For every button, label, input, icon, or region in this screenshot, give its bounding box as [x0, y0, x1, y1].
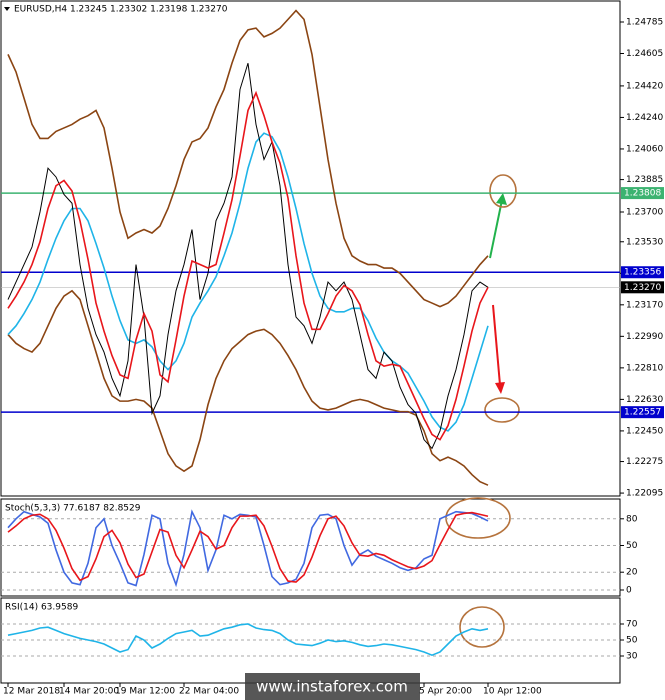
y-tick-label: 1.23885	[626, 175, 663, 185]
level-label-box	[621, 187, 664, 200]
down-arrow	[492, 304, 501, 386]
y-tick-label: 50	[626, 541, 638, 551]
stoch-circle	[445, 497, 511, 539]
target-circle	[484, 397, 520, 423]
last-price-box	[621, 281, 664, 294]
level-label-box	[621, 406, 664, 419]
panel-title: EURUSD,H4 1.23245 1.23302 1.23198 1.2327…	[14, 5, 228, 15]
y-tick-label: 1.23700	[626, 207, 663, 217]
y-tick-label: 30	[626, 652, 638, 662]
y-tick-label: 1.22990	[626, 332, 663, 342]
up-arrowhead	[496, 193, 507, 205]
y-tick-label: 0	[626, 586, 632, 596]
y-tick-label: 1.22630	[626, 395, 663, 405]
series-line	[7, 509, 489, 588]
level-label: 1.23808	[624, 189, 661, 199]
series-line	[7, 90, 489, 441]
x-tick-label: 10 Apr 12:00	[483, 687, 542, 697]
y-tick-label: 1.23170	[626, 300, 663, 310]
main-panel	[0, 0, 621, 497]
up-arrow	[489, 199, 503, 259]
down-arrowhead	[495, 382, 505, 394]
x-tick-label: 22 Mar 04:00	[179, 687, 239, 697]
level-label: 1.22557	[624, 408, 661, 418]
series-line	[7, 511, 489, 583]
target-circle	[489, 174, 517, 208]
y-tick-label: 1.24420	[626, 81, 663, 91]
rsi-circle	[459, 606, 505, 648]
y-tick-label: 70	[626, 620, 638, 630]
y-tick-label: 1.22450	[626, 426, 663, 436]
stoch-panel	[0, 498, 621, 597]
panel-title: RSI(14) 63.9589	[5, 603, 78, 613]
watermark-box	[245, 673, 420, 700]
series-line	[7, 62, 489, 450]
x-tick-label: 14 Mar 20:00	[59, 687, 119, 697]
y-tick-label: 1.24060	[626, 144, 663, 154]
last-price-label: 1.23270	[624, 283, 661, 293]
panel-title: Stoch(5,3,3) 77.6187 82.8529	[5, 504, 141, 514]
x-tick-label: 12 Mar 2018	[3, 687, 60, 697]
y-tick-label: 1.22095	[626, 489, 663, 499]
series-line	[7, 9, 489, 308]
watermark: www.instaforex.com	[256, 678, 408, 696]
level-label-box	[621, 266, 664, 279]
level-label: 1.23356	[624, 268, 661, 278]
y-tick-label: 1.22275	[626, 457, 663, 467]
menu-triangle	[4, 7, 10, 11]
y-tick-label: 1.22810	[626, 363, 663, 373]
y-tick-label: 20	[626, 568, 638, 578]
x-tick-label: 5 Apr 20:00	[419, 687, 472, 697]
y-tick-label: 80	[626, 514, 638, 524]
y-tick-label: 1.23530	[626, 237, 663, 247]
x-tick-label: 19 Mar 12:00	[115, 687, 175, 697]
y-tick-label: 50	[626, 636, 638, 646]
y-tick-label: 1.24785	[626, 17, 663, 27]
series-line	[7, 132, 489, 432]
y-tick-label: 1.24605	[626, 49, 663, 59]
series-line	[7, 623, 489, 657]
y-tick-label: 1.24240	[626, 113, 663, 123]
series-line	[7, 289, 489, 486]
